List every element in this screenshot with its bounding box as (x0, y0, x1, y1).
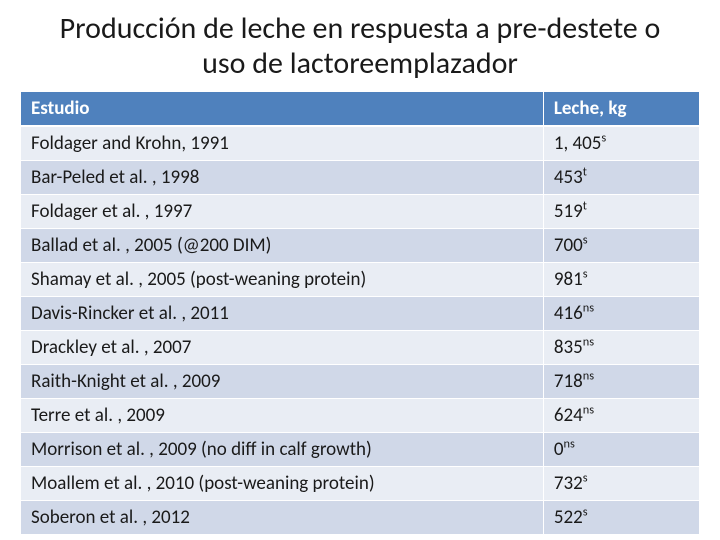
value-cell: 0ns (543, 433, 699, 467)
table-row: Bar-Peled et al. , 1998453t (21, 161, 700, 195)
value-cell: 1, 405s (543, 126, 699, 161)
table-row: Foldager et al. , 1997519t (21, 195, 700, 229)
value-superscript: t (583, 199, 587, 214)
value-cell: 453t (543, 161, 699, 195)
study-table: Estudio Leche, kg Foldager and Krohn, 19… (20, 91, 700, 535)
value-cell: 981s (543, 263, 699, 297)
value-superscript: ns (583, 403, 594, 418)
table-row: Davis-Rincker et al. , 2011416ns (21, 297, 700, 331)
table-row: Soberon et al. , 2012522s (21, 501, 700, 535)
value-cell: 835ns (543, 331, 699, 365)
table-row: Terre et al. , 2009624ns (21, 399, 700, 433)
study-cell: Ballad et al. , 2005 (@200 DIM) (21, 229, 544, 263)
col-header-value: Leche, kg (543, 92, 699, 127)
study-cell: Bar-Peled et al. , 1998 (21, 161, 544, 195)
table-row: Shamay et al. , 2005 (post-weaning prote… (21, 263, 700, 297)
value-superscript: s (601, 131, 606, 146)
value-cell: 624ns (543, 399, 699, 433)
value-superscript: ns (583, 335, 594, 350)
study-cell: Foldager and Krohn, 1991 (21, 126, 544, 161)
table-row: Drackley et al. , 2007835ns (21, 331, 700, 365)
value-superscript: t (583, 165, 587, 180)
study-cell: Moallem et al. , 2010 (post-weaning prot… (21, 467, 544, 501)
value-cell: 519t (543, 195, 699, 229)
table-header-row: Estudio Leche, kg (21, 92, 700, 127)
value-superscript: s (583, 471, 588, 486)
value-superscript: s (583, 233, 588, 248)
study-cell: Morrison et al. , 2009 (no diff in calf … (21, 433, 544, 467)
study-cell: Soberon et al. , 2012 (21, 501, 544, 535)
table-row: Morrison et al. , 2009 (no diff in calf … (21, 433, 700, 467)
study-cell: Drackley et al. , 2007 (21, 331, 544, 365)
table-row: Moallem et al. , 2010 (post-weaning prot… (21, 467, 700, 501)
value-superscript: ns (583, 301, 594, 316)
slide: Producción de leche en respuesta a pre-d… (0, 0, 720, 540)
value-cell: 700s (543, 229, 699, 263)
study-cell: Foldager et al. , 1997 (21, 195, 544, 229)
table-row: Foldager and Krohn, 19911, 405s (21, 126, 700, 161)
value-superscript: ns (563, 437, 574, 452)
table-body: Foldager and Krohn, 19911, 405sBar-Peled… (21, 126, 700, 535)
study-cell: Raith-Knight et al. , 2009 (21, 365, 544, 399)
study-cell: Davis-Rincker et al. , 2011 (21, 297, 544, 331)
study-cell: Terre et al. , 2009 (21, 399, 544, 433)
value-cell: 416ns (543, 297, 699, 331)
value-cell: 522s (543, 501, 699, 535)
value-cell: 732s (543, 467, 699, 501)
col-header-study: Estudio (21, 92, 544, 127)
value-superscript: ns (583, 369, 594, 384)
table-row: Raith-Knight et al. , 2009718ns (21, 365, 700, 399)
value-superscript: s (583, 267, 588, 282)
value-cell: 718ns (543, 365, 699, 399)
page-title: Producción de leche en respuesta a pre-d… (20, 12, 700, 81)
table-row: Ballad et al. , 2005 (@200 DIM)700s (21, 229, 700, 263)
study-cell: Shamay et al. , 2005 (post-weaning prote… (21, 263, 544, 297)
value-superscript: s (583, 505, 588, 520)
